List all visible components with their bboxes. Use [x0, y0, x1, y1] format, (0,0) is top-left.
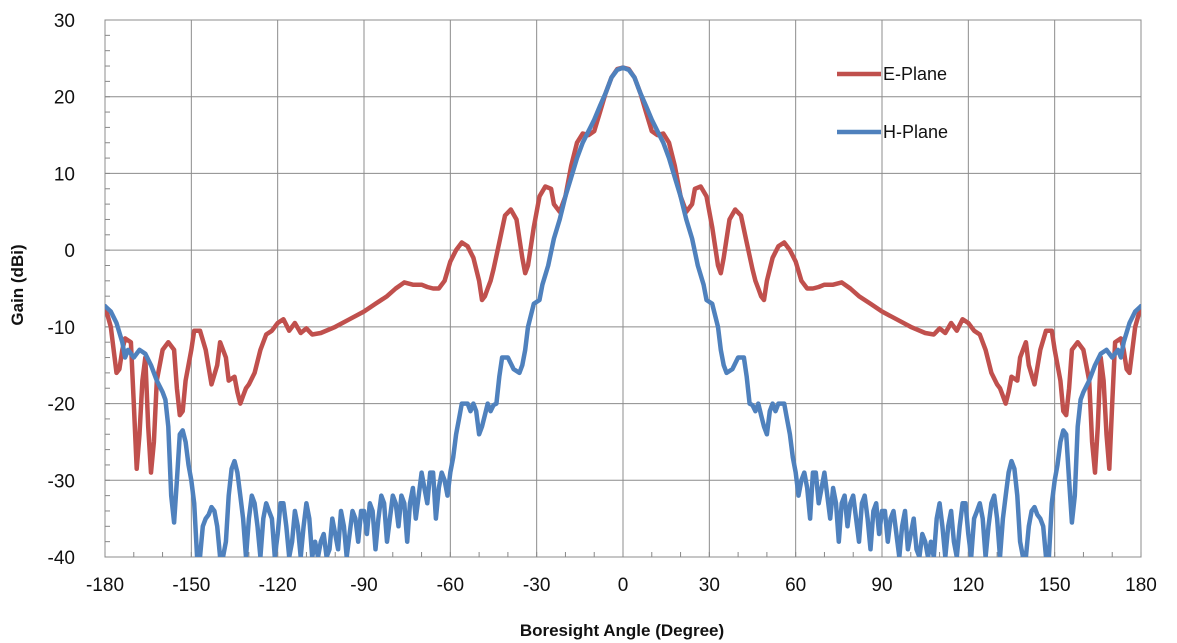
y-tick-labels: 30 20 10 0 -10 -20 -30 -40 [48, 11, 75, 569]
y-tick-label: -30 [48, 471, 75, 492]
x-tick-label: -60 [437, 575, 464, 596]
x-tick-label: -120 [259, 575, 297, 596]
series-group [105, 65, 1141, 557]
x-tick-label: 150 [1039, 575, 1071, 596]
x-tick-label: 0 [618, 575, 629, 596]
y-tick-label: -20 [48, 395, 75, 416]
y-axis-label: Gain (dBi) [8, 244, 27, 325]
series-line-h-plane [105, 65, 1141, 557]
legend: E-Plane H-Plane [837, 64, 948, 142]
x-tick-label: -30 [523, 575, 550, 596]
x-tick-label: -90 [350, 575, 377, 596]
x-tick-labels: -180 -150 -120 -90 -60 -30 0 30 60 90 120 150 180 [86, 575, 1157, 596]
legend-label-h-plane: H-Plane [883, 122, 948, 142]
y-tick-label: 0 [64, 241, 75, 262]
grid [104, 19, 1142, 558]
x-tick-label: 60 [785, 575, 806, 596]
x-tick-label: 120 [952, 575, 984, 596]
x-tick-label: 30 [699, 575, 720, 596]
y-tick-label: 30 [54, 11, 75, 32]
y-tick-label: 20 [54, 88, 75, 109]
legend-label-e-plane: E-Plane [883, 64, 947, 84]
x-tick-label: -180 [86, 575, 124, 596]
x-tick-label: 90 [871, 575, 892, 596]
y-tick-label: 10 [54, 164, 75, 185]
y-tick-label: -10 [48, 318, 75, 339]
y-tick-label: -40 [48, 548, 75, 569]
x-tick-label: 180 [1125, 575, 1157, 596]
x-tick-label: -150 [172, 575, 210, 596]
x-axis-label: Boresight Angle (Degree) [520, 621, 724, 640]
